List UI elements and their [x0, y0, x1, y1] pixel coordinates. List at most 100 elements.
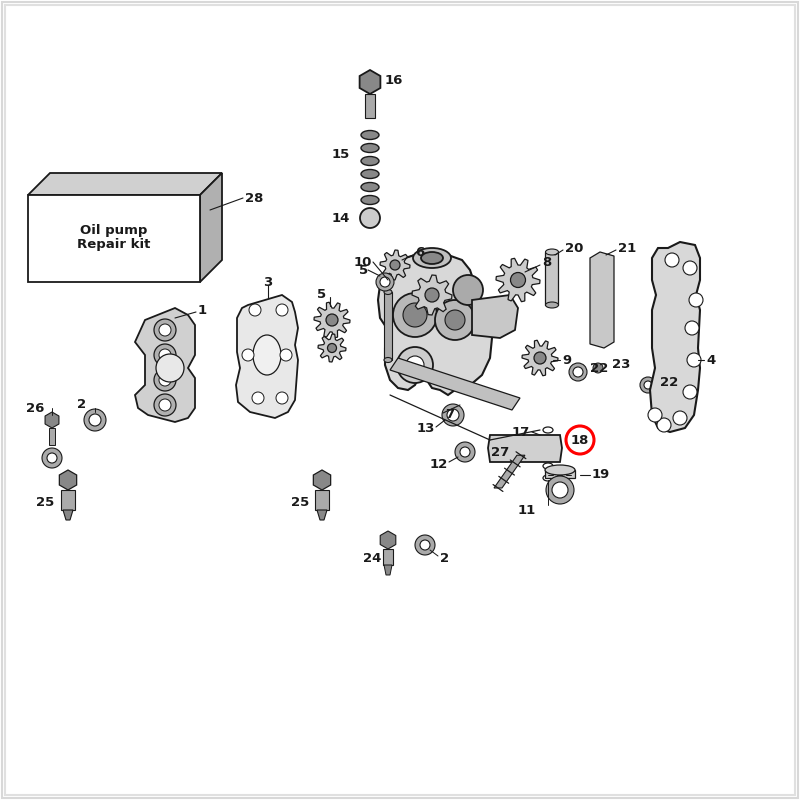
Circle shape [683, 261, 697, 275]
Circle shape [242, 349, 254, 361]
Circle shape [154, 394, 176, 416]
Ellipse shape [546, 302, 558, 308]
Circle shape [159, 349, 171, 361]
Polygon shape [383, 549, 393, 565]
Circle shape [573, 367, 583, 377]
Circle shape [687, 353, 701, 367]
Polygon shape [45, 412, 59, 428]
Text: 16: 16 [385, 74, 403, 86]
Polygon shape [318, 334, 346, 362]
Circle shape [415, 535, 435, 555]
Ellipse shape [361, 143, 379, 153]
Ellipse shape [361, 157, 379, 166]
Polygon shape [380, 250, 410, 280]
Circle shape [280, 349, 292, 361]
Circle shape [154, 344, 176, 366]
Circle shape [276, 392, 288, 404]
Circle shape [249, 304, 261, 316]
Polygon shape [365, 94, 375, 118]
Polygon shape [63, 510, 73, 520]
Polygon shape [590, 252, 614, 348]
Text: 25: 25 [36, 495, 54, 509]
Circle shape [380, 277, 390, 287]
Circle shape [393, 293, 437, 337]
Circle shape [447, 409, 459, 421]
Polygon shape [390, 358, 520, 410]
Polygon shape [650, 242, 700, 432]
Polygon shape [412, 275, 452, 315]
Polygon shape [360, 70, 380, 94]
Circle shape [435, 300, 475, 340]
Text: 5: 5 [359, 263, 368, 277]
Ellipse shape [361, 195, 379, 205]
Text: 7: 7 [445, 409, 454, 422]
Text: 26: 26 [26, 402, 44, 414]
Circle shape [276, 304, 288, 316]
Text: 24: 24 [363, 551, 381, 565]
Circle shape [689, 293, 703, 307]
Text: 19: 19 [592, 469, 610, 482]
Circle shape [546, 476, 574, 504]
Text: 6: 6 [415, 246, 424, 258]
Polygon shape [317, 510, 327, 520]
Circle shape [445, 310, 465, 330]
Text: 27: 27 [491, 446, 509, 458]
Ellipse shape [543, 475, 553, 481]
Polygon shape [384, 292, 392, 360]
Circle shape [159, 374, 171, 386]
Circle shape [42, 448, 62, 468]
Text: 21: 21 [618, 242, 636, 254]
Text: 22: 22 [660, 377, 678, 390]
Circle shape [552, 482, 568, 498]
Circle shape [453, 275, 483, 305]
Circle shape [154, 369, 176, 391]
Polygon shape [378, 252, 492, 395]
Text: 12: 12 [430, 458, 448, 470]
Ellipse shape [413, 248, 451, 268]
Circle shape [159, 399, 171, 411]
Text: 22: 22 [590, 362, 608, 374]
Circle shape [442, 404, 464, 426]
Circle shape [534, 352, 546, 364]
Text: 8: 8 [542, 255, 551, 269]
Text: Repair kit: Repair kit [78, 238, 150, 251]
Circle shape [159, 324, 171, 336]
Polygon shape [314, 470, 330, 490]
Polygon shape [315, 490, 329, 510]
Circle shape [397, 347, 433, 383]
Ellipse shape [543, 439, 553, 445]
Text: 11: 11 [518, 503, 536, 517]
Text: 9: 9 [562, 354, 571, 366]
Ellipse shape [361, 182, 379, 191]
Polygon shape [28, 173, 222, 195]
Polygon shape [496, 258, 540, 302]
Text: 20: 20 [565, 242, 583, 254]
Ellipse shape [543, 463, 553, 469]
Ellipse shape [361, 130, 379, 139]
Circle shape [403, 303, 427, 327]
Circle shape [425, 288, 439, 302]
Circle shape [644, 381, 652, 389]
Text: 10: 10 [354, 255, 372, 269]
Circle shape [154, 319, 176, 341]
Polygon shape [545, 470, 575, 478]
Circle shape [569, 363, 587, 381]
Text: 2: 2 [440, 551, 449, 565]
Polygon shape [236, 295, 298, 418]
Circle shape [665, 253, 679, 267]
Ellipse shape [546, 249, 558, 255]
Polygon shape [472, 295, 518, 338]
Circle shape [455, 442, 475, 462]
Polygon shape [59, 470, 77, 490]
Text: 4: 4 [706, 354, 715, 366]
Ellipse shape [253, 335, 281, 375]
Text: 28: 28 [245, 191, 263, 205]
Polygon shape [522, 340, 558, 376]
Circle shape [47, 453, 57, 463]
Circle shape [640, 377, 656, 393]
Ellipse shape [421, 252, 443, 264]
Circle shape [84, 409, 106, 431]
Text: 2: 2 [78, 398, 86, 411]
Polygon shape [49, 428, 55, 445]
Ellipse shape [543, 427, 553, 433]
